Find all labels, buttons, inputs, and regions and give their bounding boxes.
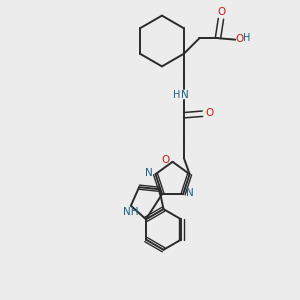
Text: H: H <box>243 34 250 44</box>
Text: H: H <box>173 90 180 100</box>
Text: NH: NH <box>123 207 139 217</box>
Text: O: O <box>161 155 169 165</box>
Text: N: N <box>186 188 194 198</box>
Text: N: N <box>145 168 153 178</box>
Text: O: O <box>206 108 214 118</box>
Text: N: N <box>181 90 189 100</box>
Text: O: O <box>235 34 243 44</box>
Text: O: O <box>217 7 225 16</box>
